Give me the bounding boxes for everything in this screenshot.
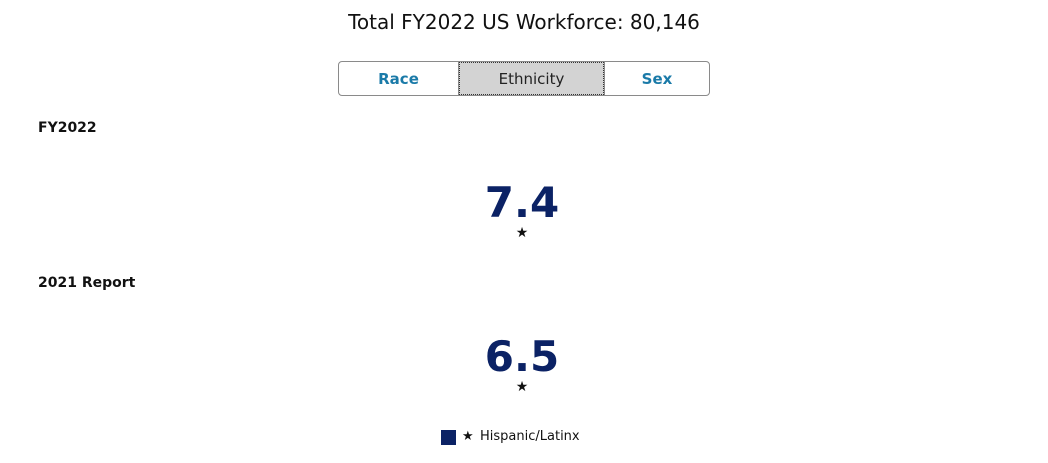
tab[interactable]: Sex bbox=[604, 62, 709, 95]
tab[interactable]: Ethnicity bbox=[459, 62, 604, 95]
legend-label: Hispanic/Latinx bbox=[480, 429, 580, 444]
stat-value: 7.4 bbox=[484, 178, 560, 227]
legend-marker: ★ bbox=[462, 429, 474, 444]
marker: ★ bbox=[515, 225, 529, 241]
legend-swatch bbox=[441, 430, 456, 445]
title: Total FY2022 US Workforce: 80,146 bbox=[348, 10, 700, 34]
stat-value: 6.5 bbox=[484, 332, 560, 381]
marker: ★ bbox=[515, 379, 529, 395]
tab-bar: Race Ethnicity Sex bbox=[338, 61, 710, 96]
section-label: FY2022 bbox=[38, 120, 97, 136]
section-label: 2021 Report bbox=[38, 275, 136, 291]
tab[interactable]: Race bbox=[339, 62, 459, 95]
